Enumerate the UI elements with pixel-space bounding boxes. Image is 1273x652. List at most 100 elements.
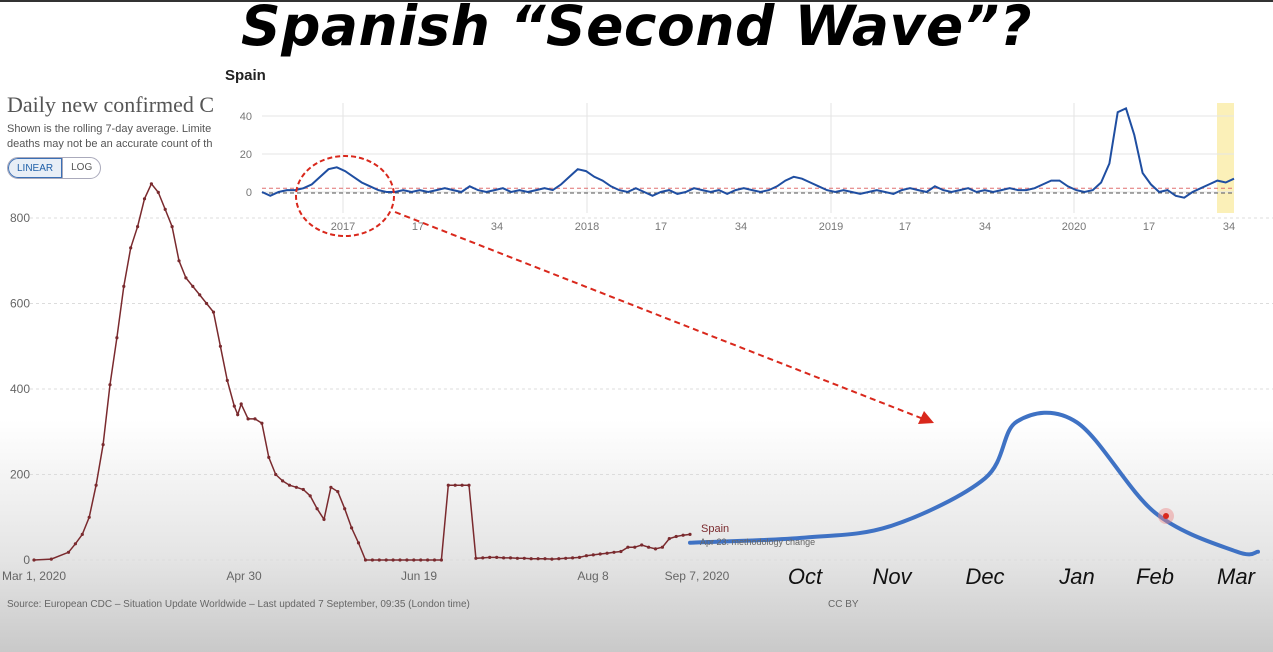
y-tick-label: 200 xyxy=(10,468,30,482)
data-point xyxy=(177,259,181,263)
chart-subtitle-line-1: Shown is the rolling 7-day average. Limi… xyxy=(7,123,212,135)
linear-scale-button[interactable]: LINEAR xyxy=(8,158,63,178)
data-point xyxy=(281,479,285,483)
current-period-highlight xyxy=(1217,103,1234,213)
forecast-month-label: Mar xyxy=(1217,564,1257,589)
data-point xyxy=(239,402,243,406)
data-point xyxy=(446,483,450,487)
data-point xyxy=(571,556,575,560)
data-point xyxy=(301,487,305,492)
data-point xyxy=(439,558,443,562)
data-point xyxy=(170,225,174,229)
data-point xyxy=(550,557,554,561)
log-scale-button[interactable]: LOG xyxy=(62,158,100,178)
data-point xyxy=(647,545,651,549)
inset-x-tick-label: 2018 xyxy=(575,221,599,233)
main-series xyxy=(32,182,692,562)
inset-y-tick-label: 20 xyxy=(240,149,252,161)
data-point xyxy=(508,556,513,560)
forecast-month-label: Dec xyxy=(965,564,1004,589)
data-point xyxy=(432,558,437,562)
inset-x-tick-label: 17 xyxy=(655,221,667,233)
data-point xyxy=(474,556,478,560)
data-point xyxy=(536,557,540,561)
data-point xyxy=(122,284,126,288)
data-point xyxy=(108,383,112,387)
scale-toggle[interactable]: LINEAR LOG xyxy=(7,157,102,179)
data-point xyxy=(350,526,354,530)
forecast-curve xyxy=(688,410,1260,557)
data-point xyxy=(495,555,499,560)
data-point xyxy=(32,558,36,562)
data-point xyxy=(453,483,457,487)
data-point xyxy=(419,558,423,562)
data-point xyxy=(73,542,77,546)
inset-x-tick-label: 17 xyxy=(899,221,911,233)
data-point xyxy=(329,485,333,489)
data-point xyxy=(246,417,250,421)
data-point xyxy=(156,190,160,194)
data-point xyxy=(274,472,278,477)
data-point xyxy=(612,550,616,554)
inset-x-tick-label: 2017 xyxy=(331,221,355,233)
callout-arrow-head xyxy=(918,411,934,424)
series-line xyxy=(33,182,691,561)
data-point xyxy=(605,551,609,555)
data-point xyxy=(211,310,216,314)
data-point xyxy=(384,558,388,562)
data-point xyxy=(564,556,568,560)
inset-x-tick-label: 34 xyxy=(1223,221,1235,233)
data-point xyxy=(426,558,430,562)
highlight-ellipse xyxy=(295,155,395,237)
data-point xyxy=(49,557,53,561)
data-point xyxy=(343,507,347,511)
x-tick-label: Mar 1, 2020 xyxy=(2,569,66,583)
data-point xyxy=(626,545,630,549)
inset-x-tick-label: 17 xyxy=(412,221,424,233)
data-point xyxy=(136,225,140,229)
data-point xyxy=(674,534,678,539)
data-point xyxy=(94,483,98,487)
data-point xyxy=(315,507,319,511)
forecast-month-label: Jan xyxy=(1058,564,1094,589)
data-point xyxy=(294,485,298,489)
data-point xyxy=(370,558,374,562)
data-point xyxy=(218,344,222,348)
x-tick-label: Sep 7, 2020 xyxy=(665,569,730,583)
data-point xyxy=(87,515,91,519)
data-point xyxy=(598,552,602,556)
inset-x-tick-label: 17 xyxy=(1143,221,1155,233)
data-point xyxy=(232,404,236,408)
data-point xyxy=(557,557,561,561)
data-point xyxy=(529,557,533,561)
inset-chart: 0 20 40 2017 17 34 2018 17 34 2019 17 34 2020 17 34 xyxy=(240,103,1235,233)
license-note: CC BY xyxy=(828,599,859,610)
data-point xyxy=(184,276,188,280)
inset-x-tick-label: 2019 xyxy=(819,221,843,233)
data-point xyxy=(467,483,471,487)
forecast-month-label: Nov xyxy=(872,564,913,589)
data-point xyxy=(363,558,368,562)
inset-chart-title: Spain xyxy=(225,67,266,84)
data-point xyxy=(667,537,671,541)
data-point xyxy=(191,284,195,288)
forecast-chart: Oct Nov Dec Jan Feb Mar xyxy=(688,410,1260,589)
methodology-annotation: Apr 23: methodology change xyxy=(700,537,815,547)
chart-subtitle-line-2: deaths may not be an accurate count of t… xyxy=(7,138,213,150)
data-point xyxy=(356,541,361,545)
data-point xyxy=(80,532,84,537)
data-point xyxy=(267,455,271,459)
slide-title: Spanish “Second Wave”? xyxy=(240,0,1033,58)
data-point xyxy=(633,545,637,549)
data-point xyxy=(142,197,147,201)
data-point xyxy=(502,556,506,560)
chart-subtitle: Shown is the rolling 7-day average. Limi… xyxy=(7,122,222,152)
data-point xyxy=(412,558,416,562)
data-point xyxy=(308,494,312,498)
x-tick-label: Jun 19 xyxy=(401,569,437,583)
y-tick-label: 400 xyxy=(10,382,30,396)
data-point xyxy=(236,413,240,417)
chart-title: Daily new confirmed C xyxy=(7,92,215,117)
y-tick-label: 600 xyxy=(10,297,30,311)
